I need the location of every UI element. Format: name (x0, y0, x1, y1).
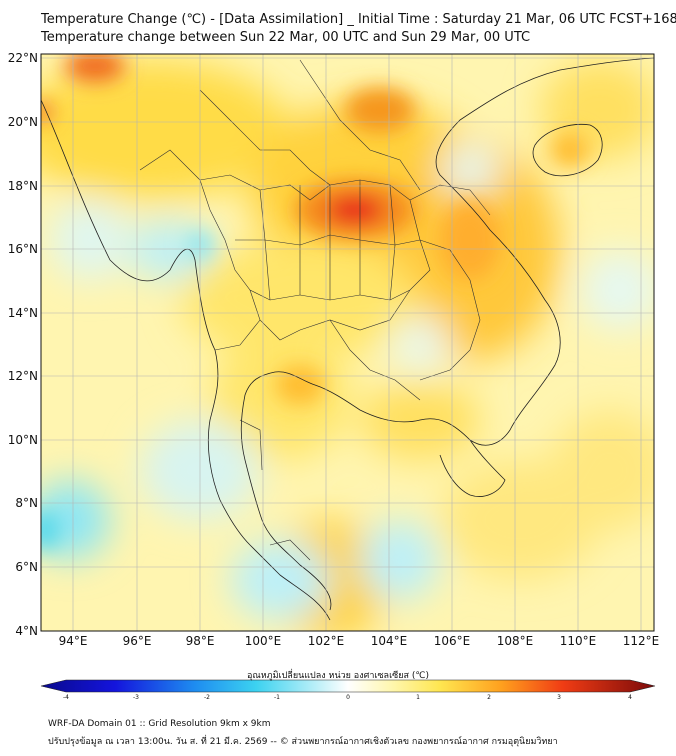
colorbar-tick: 4 (628, 694, 632, 700)
lon-label: 102°E (308, 634, 345, 648)
lat-label: 6°N (15, 560, 38, 574)
lon-label: 112°E (623, 634, 660, 648)
coastline-hainan (532, 124, 603, 177)
lon-label: 104°E (371, 634, 408, 648)
colorbar-bar (40, 679, 656, 693)
colorbar-tick: -4 (63, 694, 69, 700)
colorbar: -4 -3 -2 -1 0 1 2 3 4 (40, 679, 656, 700)
colorbar-tick: -2 (204, 694, 210, 700)
lat-label: 10°N (8, 433, 38, 447)
colorbar-tick: 2 (487, 694, 491, 700)
lon-label: 106°E (434, 634, 471, 648)
lat-label: 16°N (8, 242, 38, 256)
footer-model-info: WRF-DA Domain 01 :: Grid Resolution 9km … (48, 719, 271, 729)
temperature-map: 22°N 20°N 18°N 16°N 14°N 12°N 10°N 8°N 6… (8, 51, 660, 700)
colorbar-tick: -1 (274, 694, 280, 700)
lat-label: 4°N (15, 624, 38, 638)
map-title-line2: Temperature change between Sun 22 Mar, 0… (41, 30, 531, 45)
colorbar-tick: 3 (557, 694, 561, 700)
lat-label: 20°N (8, 115, 38, 129)
lon-label: 98°E (186, 634, 215, 648)
coastline-vietnam-south (439, 439, 506, 497)
province-borders (139, 59, 491, 561)
footer-credits: ปรับปรุงข้อมูล ณ เวลา 13:00น. วัน ส. ที่… (48, 737, 558, 747)
map-title-line1: Temperature Change (℃) - [Data Assimilat… (41, 12, 676, 27)
coastline-mainland-west (41, 99, 331, 621)
gridlines (41, 54, 654, 631)
lon-label: 110°E (560, 634, 597, 648)
lat-label: 18°N (8, 179, 38, 193)
latitude-labels: 22°N 20°N 18°N 16°N 14°N 12°N 10°N 8°N 6… (8, 51, 38, 638)
colorbar-title: อุณหภูมิเปลี่ยนแปลง หน่วย องศาเซลเซียส (… (246, 671, 430, 681)
lon-label: 96°E (123, 634, 152, 648)
longitude-labels: 94°E 96°E 98°E 100°E 102°E 104°E 106°E 1… (59, 634, 660, 648)
lon-label: 108°E (497, 634, 534, 648)
lat-label: 14°N (8, 306, 38, 320)
lon-label: 100°E (245, 634, 282, 648)
colorbar-tick: 1 (416, 694, 420, 700)
map-frame (40, 53, 655, 632)
temperature-field (41, 54, 654, 631)
lat-label: 22°N (8, 51, 38, 65)
colorbar-tick: -3 (133, 694, 139, 700)
lat-label: 12°N (8, 369, 38, 383)
colorbar-tick: 0 (346, 694, 350, 700)
lon-label: 94°E (59, 634, 88, 648)
lat-label: 8°N (15, 496, 38, 510)
